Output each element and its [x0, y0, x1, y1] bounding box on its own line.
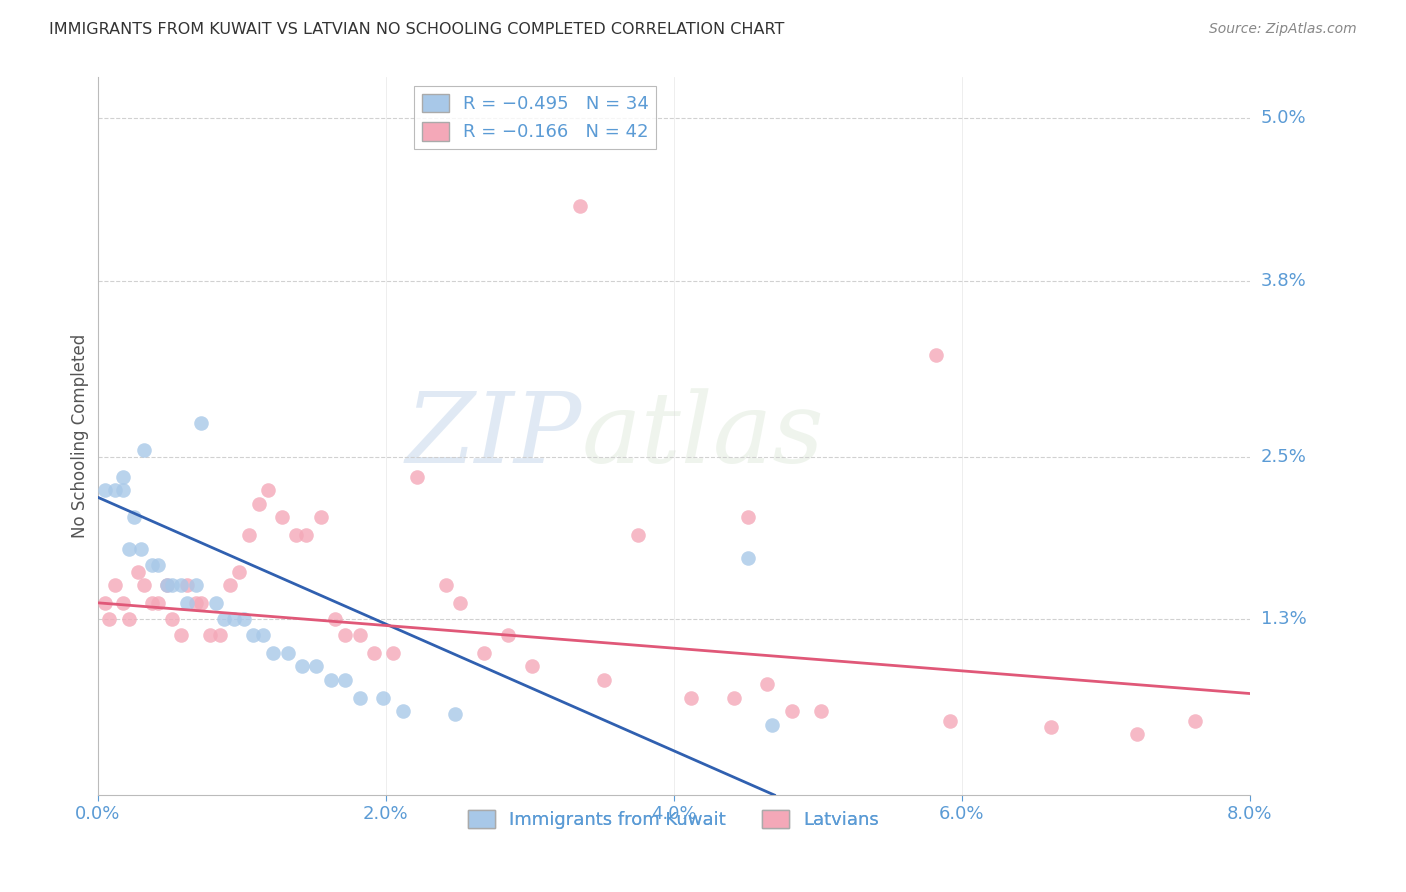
Point — [1126, 727, 1149, 741]
Text: IMMIGRANTS FROM KUWAIT VS LATVIAN NO SCHOOLING COMPLETED CORRELATION CHART: IMMIGRANTS FROM KUWAIT VS LATVIAN NO SCH… — [49, 22, 785, 37]
Point — [371, 690, 394, 705]
Point — [295, 528, 318, 542]
Point — [381, 646, 404, 660]
Point — [363, 646, 385, 660]
Point — [569, 199, 592, 213]
Point — [1039, 720, 1062, 734]
Point — [112, 470, 135, 484]
Point — [242, 628, 264, 642]
Point — [291, 659, 314, 673]
Point — [262, 646, 284, 660]
Text: 3.8%: 3.8% — [1261, 271, 1306, 290]
Point — [122, 510, 145, 524]
Point — [190, 596, 212, 610]
Point — [104, 483, 127, 498]
Text: 1.3%: 1.3% — [1261, 610, 1306, 628]
Point — [146, 558, 169, 572]
Point — [349, 628, 371, 642]
Point — [626, 528, 648, 542]
Legend: Immigrants from Kuwait, Latvians: Immigrants from Kuwait, Latvians — [461, 803, 887, 837]
Point — [156, 578, 179, 592]
Point — [761, 717, 783, 731]
Point — [94, 483, 117, 498]
Text: 2.5%: 2.5% — [1261, 448, 1306, 466]
Point — [252, 628, 274, 642]
Point — [98, 612, 121, 626]
Point — [170, 578, 193, 592]
Point — [118, 541, 141, 556]
Point — [162, 578, 184, 592]
Point — [104, 578, 127, 592]
Point — [443, 706, 465, 721]
Point — [118, 612, 141, 626]
Point — [925, 348, 948, 362]
Point — [224, 612, 246, 626]
Point — [1184, 714, 1206, 728]
Point — [323, 612, 346, 626]
Point — [238, 528, 260, 542]
Y-axis label: No Schooling Completed: No Schooling Completed — [72, 334, 89, 539]
Point — [392, 704, 415, 718]
Point — [309, 510, 332, 524]
Point — [204, 596, 226, 610]
Text: Source: ZipAtlas.com: Source: ZipAtlas.com — [1209, 22, 1357, 37]
Point — [112, 483, 135, 498]
Point — [271, 510, 294, 524]
Point — [190, 416, 212, 430]
Point — [94, 596, 117, 610]
Point — [233, 612, 256, 626]
Text: atlas: atlas — [582, 389, 824, 483]
Point — [723, 690, 745, 705]
Point — [434, 578, 457, 592]
Point — [756, 677, 779, 691]
Point — [406, 470, 429, 484]
Point — [132, 578, 155, 592]
Point — [593, 673, 616, 687]
Point — [679, 690, 702, 705]
Point — [450, 596, 472, 610]
Point — [176, 596, 198, 610]
Point — [170, 628, 193, 642]
Point — [247, 497, 270, 511]
Point — [127, 565, 149, 579]
Point — [156, 578, 179, 592]
Point — [228, 565, 250, 579]
Point — [780, 704, 803, 718]
Point — [184, 596, 207, 610]
Point — [129, 541, 152, 556]
Point — [737, 551, 759, 566]
Point — [146, 596, 169, 610]
Point — [162, 612, 184, 626]
Point — [219, 578, 242, 592]
Point — [522, 659, 544, 673]
Text: ZIP: ZIP — [405, 389, 582, 483]
Point — [335, 673, 357, 687]
Point — [214, 612, 236, 626]
Point — [939, 714, 962, 728]
Point — [496, 628, 519, 642]
Point — [349, 690, 371, 705]
Point — [208, 628, 231, 642]
Point — [285, 528, 308, 542]
Text: 5.0%: 5.0% — [1261, 109, 1306, 127]
Point — [112, 596, 135, 610]
Point — [256, 483, 278, 498]
Point — [472, 646, 495, 660]
Point — [737, 510, 759, 524]
Point — [810, 704, 832, 718]
Point — [335, 628, 357, 642]
Point — [132, 442, 155, 457]
Point — [277, 646, 299, 660]
Point — [319, 673, 342, 687]
Point — [141, 558, 163, 572]
Point — [184, 578, 207, 592]
Point — [305, 659, 328, 673]
Point — [198, 628, 221, 642]
Point — [176, 578, 198, 592]
Point — [141, 596, 163, 610]
